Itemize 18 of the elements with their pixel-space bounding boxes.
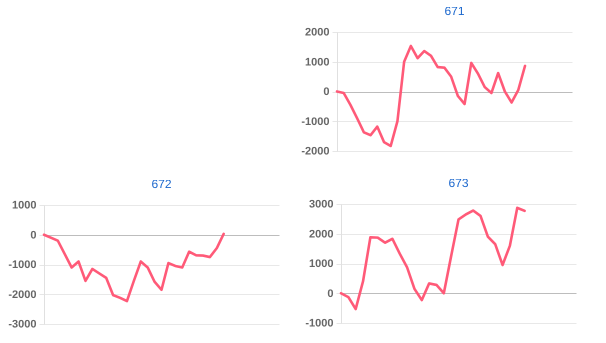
y-tick-label: 0 bbox=[30, 229, 36, 242]
y-tick-label: 3000 bbox=[309, 198, 334, 210]
y-tick-label: 2000 bbox=[305, 26, 330, 38]
y-tick-label: 0 bbox=[323, 86, 330, 98]
y-tick-label: 1000 bbox=[305, 56, 330, 68]
line-series bbox=[42, 232, 226, 302]
y-tick-label: -3000 bbox=[8, 318, 36, 330]
y-tick-label: -1000 bbox=[301, 116, 330, 128]
y-tick-label: -1000 bbox=[8, 259, 36, 271]
y-tick-label: 2000 bbox=[309, 228, 334, 240]
y-tick-label: -2000 bbox=[301, 146, 330, 158]
line-series bbox=[340, 206, 526, 310]
y-tick-label: 1000 bbox=[309, 258, 334, 270]
y-tick-label: 0 bbox=[327, 288, 334, 300]
line-series bbox=[336, 44, 526, 148]
y-tick-label: 1000 bbox=[12, 200, 36, 212]
y-tick-label: -1000 bbox=[305, 318, 334, 330]
y-tick-label: -2000 bbox=[8, 288, 36, 301]
